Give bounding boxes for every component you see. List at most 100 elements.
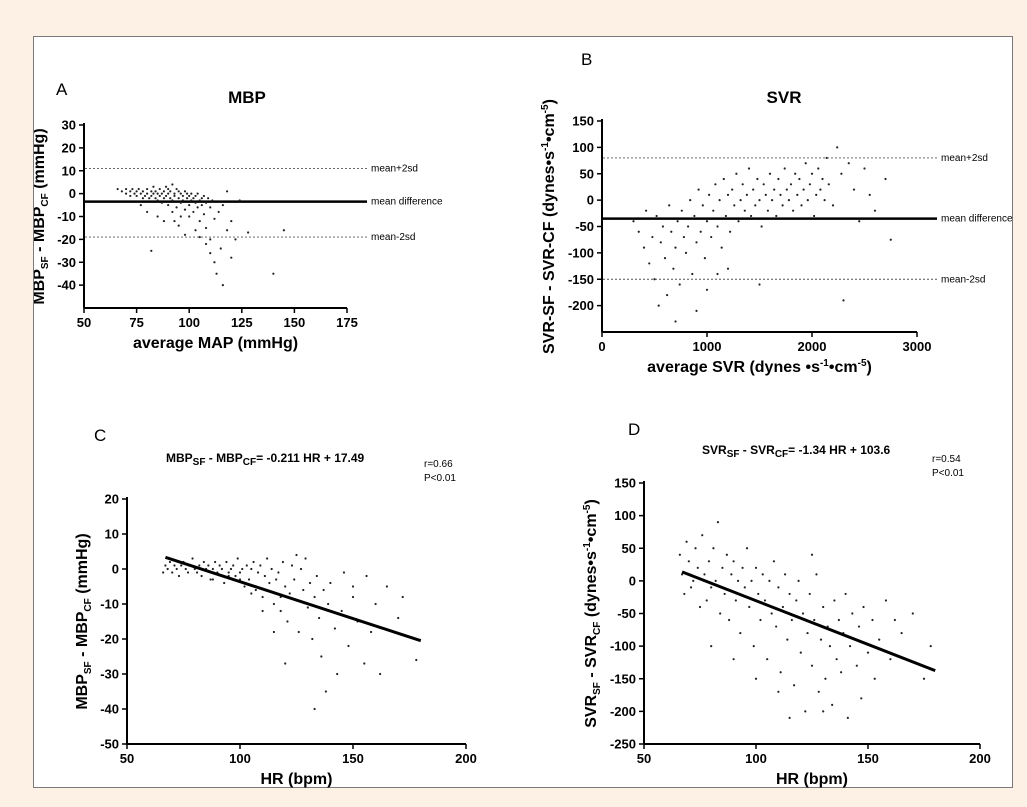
panel-letter-D: D bbox=[628, 420, 640, 439]
data-point bbox=[275, 578, 278, 581]
data-point bbox=[712, 209, 715, 212]
data-point bbox=[124, 187, 128, 191]
data-point bbox=[794, 172, 797, 175]
data-point bbox=[840, 172, 843, 175]
data-point bbox=[842, 299, 845, 302]
data-point bbox=[771, 199, 774, 202]
data-point bbox=[670, 230, 673, 233]
data-point bbox=[695, 241, 698, 244]
y-tick-label: 0 bbox=[587, 193, 594, 208]
data-point bbox=[282, 229, 285, 232]
data-point bbox=[167, 192, 170, 195]
data-point bbox=[184, 567, 187, 571]
data-point bbox=[295, 553, 298, 557]
data-point bbox=[214, 560, 217, 564]
data-point bbox=[213, 261, 216, 264]
y-axis-label: SVRSF - SVRCF (dynes•s-1•cm-5) bbox=[582, 499, 603, 728]
data-point bbox=[648, 262, 651, 265]
data-point bbox=[146, 187, 149, 191]
y-tick-label: 20 bbox=[105, 492, 119, 507]
y-tick-label: -50 bbox=[100, 737, 119, 752]
data-point bbox=[129, 190, 132, 193]
regression-equation: SVRSF - SVRCF= -1.34 HR + 103.6 bbox=[702, 443, 891, 460]
data-point bbox=[777, 177, 780, 181]
data-point bbox=[696, 566, 699, 569]
data-point bbox=[695, 309, 698, 312]
data-point bbox=[329, 581, 332, 585]
y-axis-label: SVR-SF - SVR-CF (dynes•s-1•cm-5) bbox=[540, 99, 558, 354]
data-point bbox=[164, 185, 168, 188]
reference-line-label: mean difference bbox=[371, 197, 443, 208]
data-point bbox=[204, 201, 208, 204]
data-point bbox=[342, 571, 346, 574]
data-point bbox=[198, 235, 201, 239]
data-point bbox=[798, 177, 801, 181]
data-point bbox=[676, 220, 679, 223]
data-point bbox=[844, 592, 847, 596]
data-point bbox=[166, 567, 169, 571]
data-point bbox=[863, 167, 866, 170]
data-point bbox=[200, 203, 203, 207]
data-point bbox=[277, 571, 280, 574]
data-point bbox=[893, 618, 896, 622]
data-point bbox=[813, 618, 816, 622]
data-point bbox=[846, 716, 849, 720]
data-point bbox=[139, 203, 142, 207]
data-point bbox=[900, 631, 903, 635]
data-point bbox=[768, 172, 772, 175]
data-point bbox=[737, 220, 740, 223]
data-point bbox=[720, 246, 723, 249]
x-tick-label: 200 bbox=[969, 751, 991, 766]
data-point bbox=[171, 210, 174, 214]
data-point bbox=[196, 206, 199, 209]
data-point bbox=[169, 197, 172, 200]
data-point bbox=[837, 618, 840, 622]
data-point bbox=[313, 595, 316, 599]
data-point bbox=[871, 618, 874, 622]
data-point bbox=[141, 190, 145, 193]
data-point bbox=[857, 625, 861, 628]
data-point bbox=[697, 188, 700, 191]
data-point bbox=[719, 612, 722, 615]
data-point bbox=[729, 230, 732, 233]
data-point bbox=[162, 197, 166, 200]
x-tick-label: 1000 bbox=[693, 339, 722, 354]
data-point bbox=[833, 599, 836, 602]
x-tick-label: 50 bbox=[637, 751, 651, 766]
data-point bbox=[202, 194, 206, 198]
data-point bbox=[692, 579, 695, 582]
data-point bbox=[194, 229, 197, 232]
data-point bbox=[374, 602, 377, 606]
data-point bbox=[785, 188, 788, 191]
data-point bbox=[192, 210, 195, 214]
data-point bbox=[862, 605, 865, 609]
data-point bbox=[219, 247, 222, 250]
data-point bbox=[787, 199, 791, 202]
y-tick-label: -150 bbox=[610, 671, 636, 686]
data-point bbox=[722, 177, 725, 181]
data-point bbox=[804, 162, 807, 165]
x-axis-label: average MAP (mmHg) bbox=[133, 335, 298, 352]
data-point bbox=[694, 547, 697, 550]
data-point bbox=[716, 225, 719, 228]
data-point bbox=[852, 188, 856, 191]
data-point bbox=[645, 209, 648, 212]
data-point bbox=[162, 571, 165, 574]
data-point bbox=[207, 564, 210, 567]
data-point bbox=[351, 585, 355, 588]
data-point bbox=[824, 677, 827, 680]
data-point bbox=[327, 602, 330, 606]
data-point bbox=[156, 215, 159, 218]
data-point bbox=[202, 560, 205, 564]
data-point bbox=[179, 215, 182, 218]
data-point bbox=[200, 574, 203, 578]
data-point bbox=[701, 204, 704, 207]
data-point bbox=[209, 206, 212, 209]
data-point bbox=[365, 574, 368, 578]
data-point bbox=[847, 162, 850, 165]
data-point bbox=[175, 187, 178, 191]
data-point bbox=[385, 585, 388, 588]
data-point bbox=[659, 241, 662, 244]
data-point bbox=[710, 586, 713, 589]
data-point bbox=[313, 707, 316, 711]
